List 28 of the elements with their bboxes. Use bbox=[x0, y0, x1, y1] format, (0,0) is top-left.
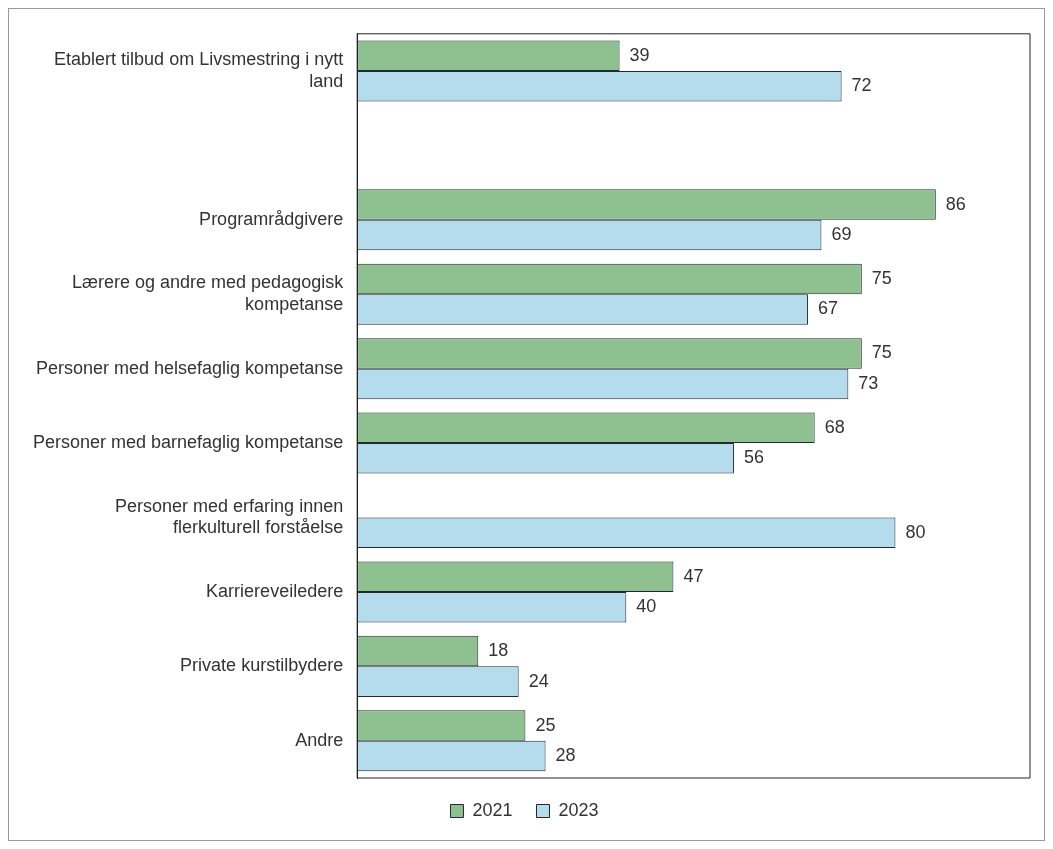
y-tick-label: Private kurstilbydere bbox=[180, 655, 344, 676]
y-tick-label: Etablert tilbud om Livsmestring i nytt land bbox=[54, 49, 344, 91]
data-label: 39 bbox=[629, 44, 650, 65]
y-tick-label: Karriereveiledere bbox=[206, 580, 344, 601]
legend-label: 2023 bbox=[558, 799, 599, 820]
data-label: 80 bbox=[905, 521, 926, 542]
data-label: 68 bbox=[824, 416, 845, 437]
y-tick-label: Personer med erfaring innen flerkulturell forståelse bbox=[115, 495, 344, 538]
data-label: 67 bbox=[817, 298, 838, 319]
data-label: 47 bbox=[683, 565, 704, 586]
legend-label: 2021 bbox=[472, 799, 513, 820]
data-label: 24 bbox=[528, 670, 549, 691]
data-label: 69 bbox=[831, 224, 852, 245]
data-label: 56 bbox=[743, 447, 764, 468]
data-label: 75 bbox=[871, 267, 892, 288]
y-tick-label: Andre bbox=[295, 729, 344, 750]
data-label: 25 bbox=[535, 714, 556, 735]
data-label: 72 bbox=[851, 75, 872, 96]
y-tick-label: Personer med barnefaglig kompetanse bbox=[33, 432, 344, 453]
data-label: 86 bbox=[945, 193, 966, 214]
data-label: 40 bbox=[636, 596, 657, 617]
data-label: 18 bbox=[488, 640, 509, 661]
data-label: 75 bbox=[871, 342, 892, 363]
data-label: 73 bbox=[858, 372, 879, 393]
data-label: 28 bbox=[555, 745, 576, 766]
y-tick-label: Lærere og andre med pedagogisk kompetanse bbox=[72, 272, 345, 315]
y-tick-label: Personer med helsefaglig kompetanse bbox=[36, 357, 344, 378]
y-tick-label: Programrådgivere bbox=[199, 208, 344, 229]
